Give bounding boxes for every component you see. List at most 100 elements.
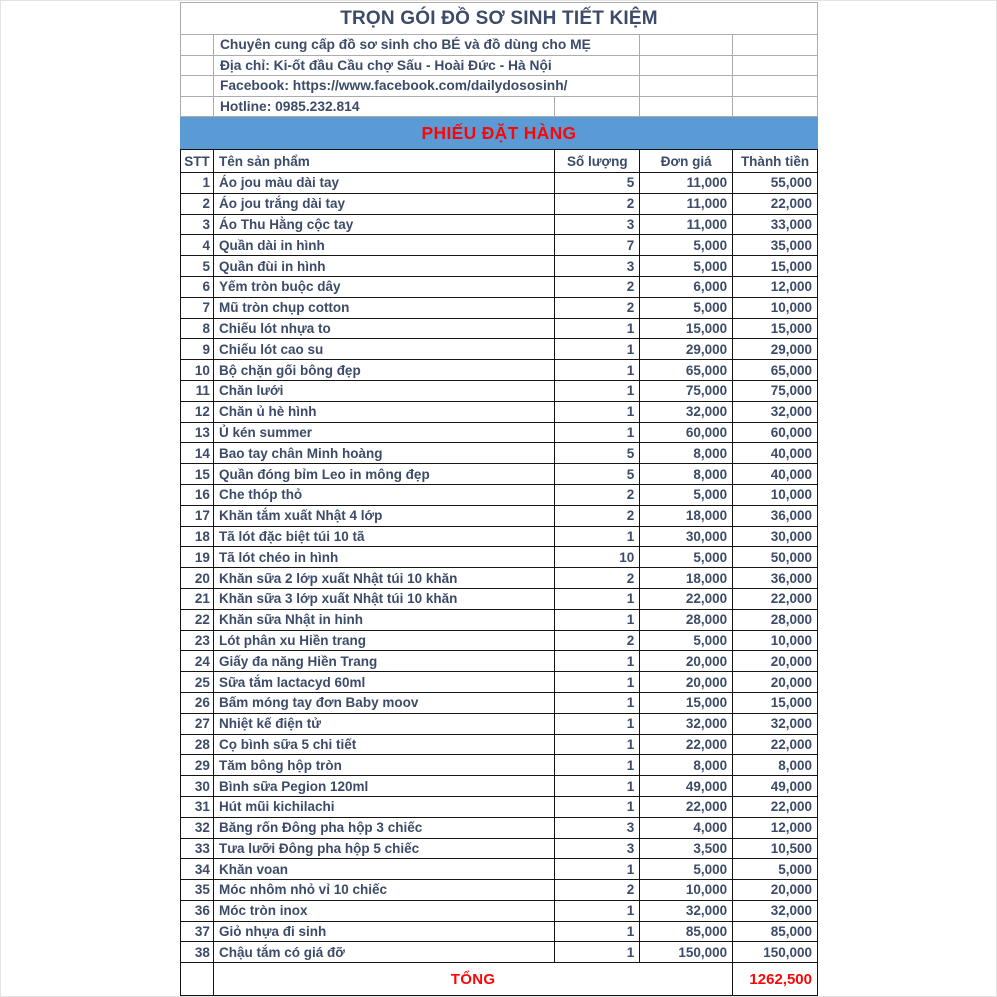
cell-line-total: 20,000 bbox=[733, 880, 819, 900]
cell-product-name: Tã lót chéo in hình bbox=[214, 547, 556, 568]
cell-stt: 10 bbox=[181, 360, 214, 380]
cell-unit-price: 65,000 bbox=[640, 360, 734, 380]
cell-quantity: 2 bbox=[555, 484, 641, 505]
cell-line-total: 33,000 bbox=[733, 214, 819, 235]
cell-stt: 17 bbox=[181, 505, 214, 526]
cell-quantity: 1 bbox=[555, 713, 641, 734]
cell-unit-price: 32,000 bbox=[640, 900, 734, 921]
total-label: TỔNG bbox=[214, 963, 734, 996]
cell-line-total: 10,500 bbox=[733, 838, 819, 859]
cell-product-name: Che thóp thỏ bbox=[214, 484, 556, 505]
table-row: 35 Móc nhôm nhỏ vỉ 10 chiếc 2 10,000 20,… bbox=[181, 880, 819, 901]
table-row: 15 Quần đóng bỉm Leo in mông đẹp 5 8,000… bbox=[181, 464, 819, 485]
cell-line-total: 36,000 bbox=[733, 505, 819, 526]
facebook-text: Facebook: https://www.facebook.com/daily… bbox=[214, 76, 641, 96]
cell-product-name: Chiếu lót cao su bbox=[214, 339, 556, 360]
cell-line-total: 150,000 bbox=[733, 942, 819, 963]
cell-unit-price: 4,000 bbox=[640, 817, 734, 838]
cell-unit-price: 150,000 bbox=[640, 942, 734, 963]
cell-line-total: 22,000 bbox=[733, 796, 819, 817]
cell-stt: 19 bbox=[181, 547, 214, 568]
table-body: 1 Áo jou màu dài tay 5 11,000 55,000 2 Á… bbox=[181, 173, 819, 964]
cell-product-name: Tăm bông hộp tròn bbox=[214, 755, 556, 776]
address-text: Địa chỉ: Ki-ốt đầu Cầu chợ Sấu - Hoài Đứ… bbox=[214, 55, 641, 75]
cell-quantity: 5 bbox=[555, 464, 641, 484]
table-total-row: TỔNG 1262,500 bbox=[181, 963, 818, 997]
cell-unit-price: 28,000 bbox=[640, 609, 734, 630]
table-row: 8 Chiếu lót nhựa to 1 15,000 15,000 bbox=[181, 318, 819, 340]
column-header-quantity: Số lượng bbox=[555, 150, 641, 172]
cell-quantity: 2 bbox=[555, 880, 641, 900]
empty-cell bbox=[640, 76, 734, 96]
cell-quantity: 1 bbox=[555, 734, 641, 755]
table-row: 14 Bao tay chân Minh hoàng 5 8,000 40,00… bbox=[181, 443, 819, 465]
cell-stt: 20 bbox=[181, 568, 214, 588]
cell-quantity: 3 bbox=[555, 817, 641, 838]
cell-stt: 28 bbox=[181, 734, 214, 755]
cell-quantity: 5 bbox=[555, 173, 641, 193]
cell-line-total: 55,000 bbox=[733, 173, 819, 193]
cell-line-total: 15,000 bbox=[733, 692, 819, 713]
cell-product-name: Giỏ nhựa đi sinh bbox=[214, 921, 556, 942]
cell-unit-price: 8,000 bbox=[640, 464, 734, 484]
table-row: 30 Bình sữa Pegion 120ml 1 49,000 49,000 bbox=[181, 776, 819, 797]
cell-stt: 24 bbox=[181, 651, 214, 672]
cell-product-name: Nhiệt kế điện tử bbox=[214, 713, 556, 734]
cell-stt: 38 bbox=[181, 942, 214, 963]
cell-product-name: Bộ chặn gối bông đẹp bbox=[214, 360, 556, 380]
info-line-address: Địa chỉ: Ki-ốt đầu Cầu chợ Sấu - Hoài Đứ… bbox=[181, 55, 818, 76]
table-row: 28 Cọ bình sữa 5 chi tiết 1 22,000 22,00… bbox=[181, 734, 819, 756]
cell-quantity: 1 bbox=[555, 942, 641, 963]
table-row: 21 Khăn sữa 3 lớp xuất Nhật túi 10 khăn … bbox=[181, 588, 819, 610]
cell-line-total: 29,000 bbox=[733, 339, 819, 360]
empty-cell bbox=[181, 96, 214, 116]
cell-unit-price: 32,000 bbox=[640, 713, 734, 734]
cell-line-total: 8,000 bbox=[733, 755, 819, 776]
cell-quantity: 1 bbox=[555, 318, 641, 339]
cell-quantity: 1 bbox=[555, 526, 641, 547]
cell-stt: 12 bbox=[181, 401, 214, 422]
cell-line-total: 28,000 bbox=[733, 609, 819, 630]
cell-quantity: 2 bbox=[555, 193, 641, 214]
cell-quantity: 1 bbox=[555, 692, 641, 713]
cell-stt: 18 bbox=[181, 526, 214, 547]
table-row: 18 Tã lót đặc biệt túi 10 tã 1 30,000 30… bbox=[181, 526, 819, 548]
cell-stt: 21 bbox=[181, 588, 214, 609]
cell-quantity: 1 bbox=[555, 755, 641, 776]
cell-stt: 34 bbox=[181, 859, 214, 880]
table-row: 20 Khăn sữa 2 lớp xuất Nhật túi 10 khăn … bbox=[181, 568, 819, 589]
hotline-text: Hotline: 0985.232.814 bbox=[214, 96, 556, 116]
cell-line-total: 10,000 bbox=[733, 297, 819, 318]
cell-stt: 15 bbox=[181, 464, 214, 484]
cell-stt: 29 bbox=[181, 755, 214, 776]
cell-stt: 8 bbox=[181, 318, 214, 339]
cell-product-name: Khăn sữa 2 lớp xuất Nhật túi 10 khăn bbox=[214, 568, 556, 588]
table-row: 36 Móc tròn inox 1 32,000 32,000 bbox=[181, 900, 819, 922]
cell-product-name: Quần đùi in hình bbox=[214, 256, 556, 276]
cell-product-name: Bấm móng tay đơn Baby moov bbox=[214, 692, 556, 713]
cell-unit-price: 10,000 bbox=[640, 880, 734, 900]
cell-line-total: 75,000 bbox=[733, 380, 819, 401]
cell-unit-price: 8,000 bbox=[640, 443, 734, 464]
cell-line-total: 35,000 bbox=[733, 235, 819, 256]
cell-stt: 26 bbox=[181, 692, 214, 713]
cell-product-name: Chăn ủ hè hình bbox=[214, 401, 556, 422]
cell-stt: 23 bbox=[181, 630, 214, 651]
cell-unit-price: 18,000 bbox=[640, 505, 734, 526]
cell-quantity: 1 bbox=[555, 859, 641, 880]
cell-product-name: Hút mũi kichilachi bbox=[214, 796, 556, 817]
cell-line-total: 50,000 bbox=[733, 547, 819, 568]
cell-quantity: 1 bbox=[555, 651, 641, 672]
cell-line-total: 65,000 bbox=[733, 360, 819, 380]
cell-quantity: 1 bbox=[555, 672, 641, 692]
cell-line-total: 32,000 bbox=[733, 401, 819, 422]
page-title: TRỌN GÓI ĐỒ SƠ SINH TIẾT KIỆM bbox=[180, 2, 818, 35]
table-row: 12 Chăn ủ hè hình 1 32,000 32,000 bbox=[181, 401, 819, 423]
empty-cell bbox=[733, 55, 818, 75]
cell-unit-price: 20,000 bbox=[640, 672, 734, 692]
cell-line-total: 22,000 bbox=[733, 734, 819, 755]
cell-line-total: 30,000 bbox=[733, 526, 819, 547]
cell-line-total: 40,000 bbox=[733, 464, 819, 484]
cell-stt: 31 bbox=[181, 796, 214, 817]
cell-quantity: 1 bbox=[555, 422, 641, 443]
